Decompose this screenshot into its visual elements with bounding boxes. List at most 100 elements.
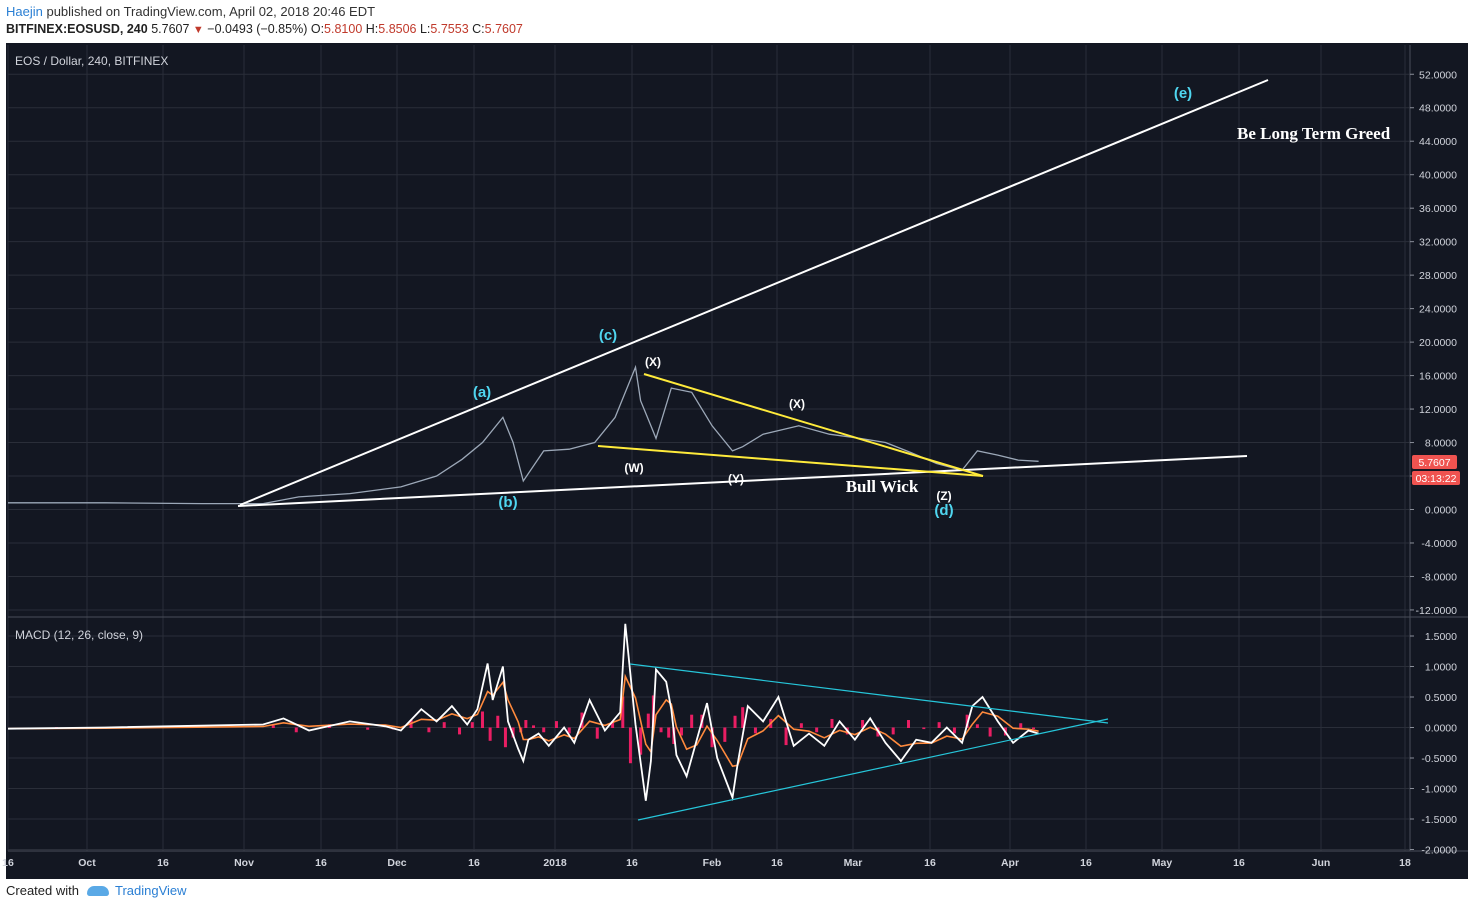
high-label: H: (365, 22, 379, 36)
macd-histogram-bar (458, 727, 462, 735)
macd-histogram-bar (937, 722, 941, 728)
macd-y-tick-label: 1.5000 (1425, 631, 1457, 643)
macd-histogram-bar (1019, 723, 1023, 728)
author-link[interactable]: Haejin (6, 4, 43, 19)
y-tick-label: 36.0000 (1419, 203, 1457, 215)
x-tick-label: Apr (1001, 857, 1019, 869)
macd-histogram-bar (470, 722, 474, 728)
macd-histogram-bar (659, 727, 663, 733)
symbol-info: BITFINEX:EOSUSD, 240 5.7607 ▼ −0.0493 (−… (6, 22, 523, 36)
macd-histogram-bar (815, 727, 819, 733)
y-tick-label: 8.0000 (1425, 438, 1457, 450)
annotation-label: (X) (645, 355, 661, 369)
x-tick-label: Dec (387, 857, 406, 869)
annotation-label: (c) (599, 327, 617, 344)
y-tick-label: 20.0000 (1419, 337, 1457, 349)
x-tick-label: 18 (1399, 857, 1411, 869)
macd-histogram-bar (975, 724, 979, 728)
tradingview-logo-icon (86, 886, 109, 896)
x-tick-label: 16 (315, 857, 327, 869)
y-tick-label: 0.0000 (1425, 505, 1457, 517)
macd-histogram-bar (488, 727, 492, 741)
publish-info: Haejin published on TradingView.com, Apr… (6, 4, 375, 19)
upper-trendline (239, 79, 1269, 506)
y-tick-label: 48.0000 (1419, 103, 1457, 115)
annotation-label: (d) (934, 502, 953, 519)
last-price-badge (1412, 455, 1457, 469)
low-value: 5.7553 (430, 22, 469, 36)
footer: Created with TradingView (6, 883, 187, 898)
y-tick-label: 44.0000 (1419, 136, 1457, 148)
x-tick-label: Jun (1312, 857, 1331, 869)
x-tick-label: Oct (78, 857, 96, 869)
x-tick-label: Mar (844, 857, 863, 869)
annotation-label: (e) (1174, 85, 1192, 102)
x-tick-label: 16 (157, 857, 169, 869)
macd-histogram-bar (542, 727, 546, 733)
created-with-label: Created with (6, 883, 79, 898)
y-tick-label: 52.0000 (1419, 69, 1457, 81)
macd-histogram-bar (567, 727, 571, 734)
close-value: 5.7607 (484, 22, 523, 36)
macd-histogram-bar (922, 727, 926, 730)
macd-y-tick-label: -0.5000 (1421, 753, 1457, 765)
symbol-label: BITFINEX:EOSUSD, 240 (6, 22, 148, 36)
y-tick-label: 32.0000 (1419, 237, 1457, 249)
high-value: 5.8506 (378, 22, 417, 36)
macd-histogram-bar (667, 727, 671, 738)
x-tick-label: 2018 (543, 857, 567, 869)
macd-histogram-bar (733, 715, 737, 728)
y-tick-label: 24.0000 (1419, 304, 1457, 316)
macd-histogram-bar (496, 715, 500, 728)
x-tick-label: May (1152, 857, 1173, 869)
lower-trendline (237, 455, 1248, 507)
macd-histogram-bar (741, 707, 745, 728)
macd-histogram-bar (628, 727, 632, 764)
x-tick-label: 16 (1080, 857, 1092, 869)
y-tick-label: 40.0000 (1419, 170, 1457, 182)
macd-histogram-bar (988, 727, 992, 737)
macd-histogram-bar (723, 727, 727, 742)
y-tick-label: -4.0000 (1421, 538, 1457, 550)
macd-histogram-bar (595, 727, 599, 739)
x-tick-label: 16 (626, 857, 638, 869)
macd-histogram-bar (679, 727, 683, 736)
last-price: 5.7607 (151, 22, 190, 36)
annotation-label: (a) (473, 384, 491, 401)
countdown-badge (1412, 471, 1460, 485)
macd-signal-line (7, 673, 1039, 768)
x-tick-label: Nov (234, 857, 254, 869)
x-tick-label: 16 (468, 857, 480, 869)
macd-pane-title: MACD (12, 26, close, 9) (15, 628, 143, 642)
macd-histogram-bar (690, 714, 694, 728)
macd-y-tick-label: -1.0000 (1421, 784, 1457, 796)
tradingview-link[interactable]: TradingView (114, 883, 187, 898)
macd-histogram-bar (710, 727, 714, 748)
macd-y-tick-label: 1.0000 (1425, 662, 1457, 674)
x-tick-label: 16 (2, 857, 14, 869)
macd-histogram-bar (554, 721, 558, 728)
macd-upper-trendline (629, 663, 1109, 724)
x-tick-label: 16 (771, 857, 783, 869)
macd-histogram-bar (861, 720, 865, 728)
publish-text: published on TradingView.com, April 02, … (42, 4, 376, 19)
macd-histogram-bar (480, 711, 484, 728)
countdown-badge-text: 03:13:22 (1416, 473, 1457, 485)
macd-histogram-bar (532, 725, 536, 728)
macd-histogram-bar (427, 727, 431, 733)
macd-histogram-bar (511, 727, 515, 738)
y-tick-label: -12.0000 (1416, 605, 1458, 617)
macd-histogram-bar (442, 722, 446, 728)
y-tick-label: 16.0000 (1419, 371, 1457, 383)
macd-y-tick-label: 0.5000 (1425, 692, 1457, 704)
macd-histogram-bar (907, 720, 911, 728)
annotation-label: Bull Wick (846, 477, 919, 496)
macd-histogram-bar (294, 727, 298, 733)
y-tick-label: -8.0000 (1421, 571, 1457, 583)
y-tick-label: 28.0000 (1419, 270, 1457, 282)
macd-histogram-bar (503, 727, 507, 748)
annotation-label: (b) (498, 494, 517, 511)
macd-histogram-bar (1032, 727, 1036, 730)
annotation-label: (X) (789, 397, 805, 411)
